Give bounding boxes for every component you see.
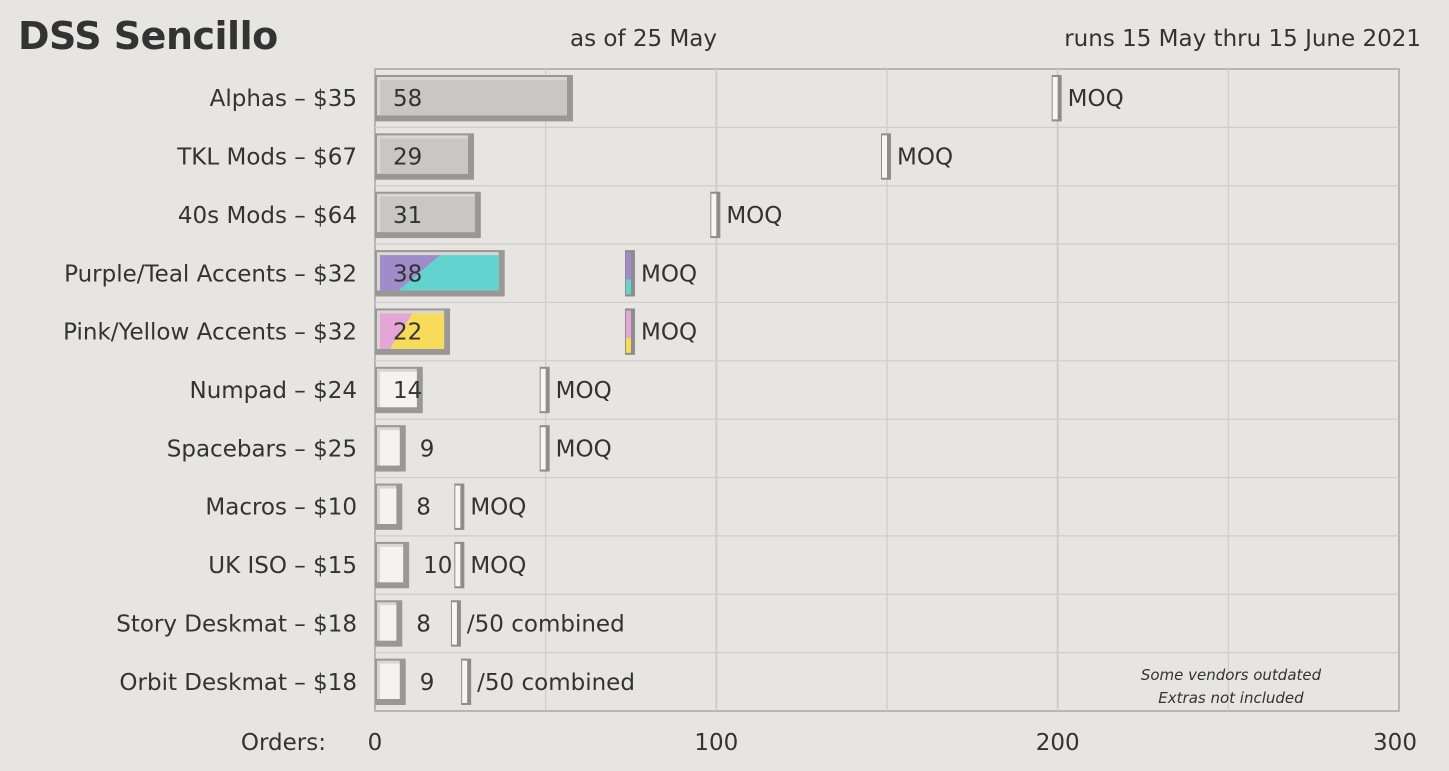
bar bbox=[380, 255, 499, 291]
bar bbox=[380, 605, 397, 641]
bar bbox=[380, 663, 400, 699]
moq-marker-face bbox=[455, 543, 461, 587]
value-label: 9 bbox=[420, 436, 435, 462]
run-dates: runs 15 May thru 15 June 2021 bbox=[1064, 26, 1421, 52]
value-label: 10 bbox=[423, 553, 452, 579]
value-label: 38 bbox=[393, 261, 422, 287]
moq-marker-face bbox=[882, 135, 887, 178]
moq-marker-face bbox=[462, 660, 468, 703]
moq-marker-face bbox=[540, 368, 546, 412]
as-of-date: as of 25 May bbox=[570, 26, 717, 52]
x-tick-label: 200 bbox=[1036, 730, 1080, 756]
category-label: TKL Mods – $67 bbox=[176, 145, 357, 171]
moq-label: MOQ bbox=[641, 320, 697, 346]
bar bbox=[380, 488, 397, 524]
moq-label: MOQ bbox=[556, 436, 612, 462]
category-label: Alphas – $35 bbox=[210, 86, 357, 112]
labels: Alphas – $35 58 MOQ TKL Mods – $67 29 MOQ 40s … bbox=[63, 86, 1417, 756]
value-label: 14 bbox=[393, 378, 422, 404]
moq-label: MOQ bbox=[1068, 86, 1124, 112]
moq-label: MOQ bbox=[556, 378, 612, 404]
x-tick-label: 0 bbox=[368, 730, 383, 756]
value-label: 22 bbox=[393, 320, 422, 346]
value-label: 9 bbox=[420, 670, 435, 696]
moq-label: MOQ bbox=[726, 203, 782, 229]
category-label: Pink/Yellow Accents – $32 bbox=[63, 320, 357, 346]
bar bbox=[380, 371, 417, 408]
x-axis-label: Orders: bbox=[241, 730, 326, 756]
category-label: Macros – $10 bbox=[205, 495, 357, 521]
moq-label: /50 combined bbox=[467, 611, 625, 637]
moq-marker-face bbox=[540, 427, 546, 470]
value-label: 8 bbox=[416, 495, 431, 521]
bar bbox=[380, 430, 400, 466]
category-label: 40s Mods – $64 bbox=[178, 203, 357, 229]
bar bbox=[380, 138, 468, 174]
category-label: Spacebars – $25 bbox=[167, 436, 357, 462]
category-label: Numpad – $24 bbox=[189, 378, 357, 404]
moq-marker-face bbox=[1052, 77, 1058, 120]
moq-label: MOQ bbox=[641, 261, 697, 287]
moq-marker-face bbox=[451, 602, 457, 645]
x-tick-label: 100 bbox=[694, 730, 738, 756]
moq-marker-face bbox=[455, 485, 461, 528]
category-label: Orbit Deskmat – $18 bbox=[119, 670, 357, 696]
x-tick-label: 300 bbox=[1373, 730, 1417, 756]
moq-label: MOQ bbox=[897, 145, 953, 171]
moq-label: /50 combined bbox=[477, 670, 635, 696]
value-label: 58 bbox=[393, 86, 422, 112]
category-label: Purple/Teal Accents – $32 bbox=[64, 261, 357, 287]
value-label: 8 bbox=[416, 611, 431, 637]
moq-marker-face bbox=[711, 193, 717, 237]
footnote: Extras not included bbox=[1158, 689, 1304, 707]
bars bbox=[375, 75, 1062, 705]
value-label: 29 bbox=[393, 145, 422, 171]
moq-marker-face bbox=[626, 310, 631, 353]
chart-title: DSS Sencillo bbox=[18, 14, 278, 58]
footnote: Some vendors outdated bbox=[1141, 666, 1322, 684]
bar bbox=[380, 313, 445, 349]
value-label: 31 bbox=[393, 203, 422, 229]
bar bbox=[380, 80, 567, 116]
moq-label: MOQ bbox=[470, 553, 526, 579]
moq-label: MOQ bbox=[470, 495, 526, 521]
bar bbox=[380, 196, 475, 233]
moq-marker-face bbox=[626, 252, 631, 295]
category-label: Story Deskmat – $18 bbox=[116, 611, 357, 637]
bar bbox=[380, 546, 404, 583]
category-label: UK ISO – $15 bbox=[208, 553, 357, 579]
